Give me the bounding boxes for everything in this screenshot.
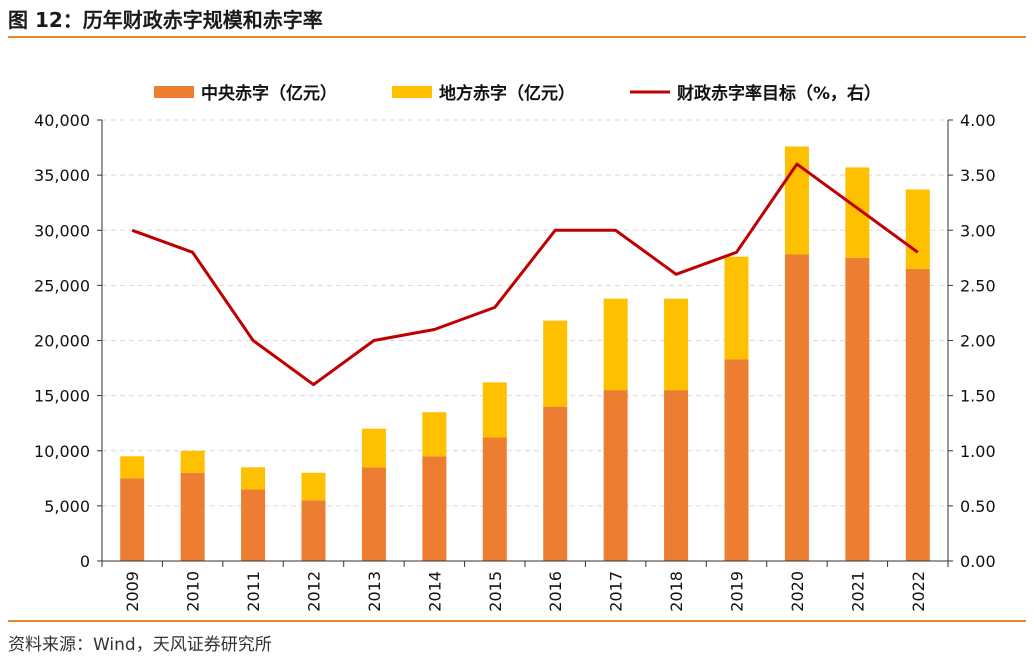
x-tick-label-2015: 2015: [486, 571, 505, 612]
legend-swatch-local: [392, 86, 432, 98]
x-tick-label-2018: 2018: [667, 571, 686, 612]
right-tick-label: 0.00: [960, 552, 996, 571]
bar-local-2015: [482, 382, 507, 438]
source-note: 资料来源：Wind，天风证券研究所: [8, 635, 272, 655]
left-tick-label: 25,000: [34, 276, 90, 295]
legend: 中央赤字（亿元） 地方赤字（亿元） 财政赤字率目标（%，右）: [154, 83, 881, 104]
x-tick-label-2013: 2013: [365, 571, 384, 612]
bar-central-2013: [361, 467, 386, 561]
line-deficit-rate: [131, 162, 919, 387]
bar-local-2014: [422, 412, 447, 457]
title-divider: [8, 36, 1026, 38]
bar-central-2015: [482, 437, 507, 561]
bar-central-2012: [301, 500, 326, 561]
chart-title: 图 12：历年财政赤字规模和赤字率: [8, 8, 323, 32]
bar-central-2020: [784, 254, 809, 561]
legend-label-rate: 财政赤字率目标（%，右）: [676, 83, 881, 104]
bar-local-2017: [603, 298, 628, 391]
x-tick-label-2011: 2011: [244, 571, 263, 612]
legend-label-local: 地方赤字（亿元）: [439, 83, 575, 104]
bar-local-2011: [241, 467, 266, 490]
bar-local-2012: [301, 472, 326, 501]
bar-local-2010: [180, 450, 205, 473]
bar-local-2016: [543, 320, 568, 407]
bar-local-2019: [724, 256, 749, 360]
x-tick-label-2014: 2014: [425, 571, 444, 612]
bar-central-2019: [724, 359, 749, 561]
legend-label-central: 中央赤字（亿元）: [201, 83, 337, 104]
left-tick-label: 5,000: [44, 497, 90, 516]
left-tick-label: 30,000: [34, 221, 90, 240]
bar-central-2018: [664, 390, 689, 561]
x-tick-label-2009: 2009: [123, 571, 142, 612]
bar-central-2016: [543, 406, 568, 561]
bar-central-2021: [845, 257, 870, 561]
x-tick-label-2022: 2022: [909, 571, 928, 612]
x-tick-label-2021: 2021: [848, 571, 867, 612]
x-tick-label-2019: 2019: [728, 571, 747, 612]
bar-central-2022: [905, 268, 930, 561]
bar-central-2011: [241, 489, 266, 561]
right-tick-label: 0.50: [960, 497, 996, 516]
bar-central-2009: [120, 478, 145, 561]
left-tick-label: 40,000: [34, 111, 90, 130]
legend-swatch-central: [154, 86, 194, 98]
left-tick-label: 10,000: [34, 442, 90, 461]
x-tick-label-2020: 2020: [788, 571, 807, 612]
left-tick-label: 0: [80, 552, 90, 571]
footer-divider: [8, 620, 1026, 622]
right-tick-label: 1.00: [960, 442, 996, 461]
bar-local-2013: [361, 428, 386, 468]
bar-local-2018: [664, 298, 689, 391]
bar-central-2014: [422, 456, 447, 561]
deficit-chart: 中央赤字（亿元） 地方赤字（亿元） 财政赤字率目标（%，右） 0 5,000 10,…: [34, 83, 996, 612]
bar-central-2010: [180, 472, 205, 561]
x-tick-label-2012: 2012: [305, 571, 324, 612]
right-tick-label: 2.50: [960, 276, 996, 295]
x-tick-label-2010: 2010: [184, 571, 203, 612]
right-tick-label: 4.00: [960, 111, 996, 130]
right-tick-label: 2.00: [960, 332, 996, 351]
right-tick-label: 3.00: [960, 221, 996, 240]
left-tick-label: 15,000: [34, 387, 90, 406]
right-tick-label: 3.50: [960, 166, 996, 185]
right-tick-label: 1.50: [960, 387, 996, 406]
bar-local-2009: [120, 456, 145, 479]
left-tick-label: 35,000: [34, 166, 90, 185]
bar-central-2017: [603, 390, 628, 561]
left-tick-label: 20,000: [34, 332, 90, 351]
x-tick-label-2017: 2017: [607, 571, 626, 612]
x-tick-label-2016: 2016: [546, 571, 565, 612]
bar-local-2022: [905, 189, 930, 269]
